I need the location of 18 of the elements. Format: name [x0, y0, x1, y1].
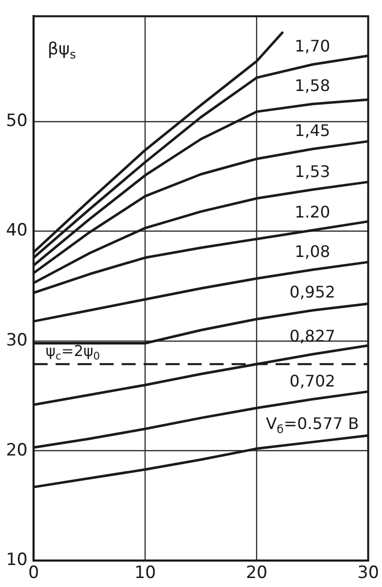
series-label: 1,58: [294, 76, 330, 96]
y-tick-label: 40: [6, 220, 28, 241]
series-label: 1,53: [294, 162, 330, 181]
y-tick-label: 10: [6, 550, 28, 570]
x-tick-label: 10: [134, 563, 156, 584]
series-label: 1,08: [294, 242, 330, 261]
x-tick-label: 0: [28, 563, 40, 584]
x-tick-label: 20: [246, 563, 268, 584]
series-label: 1.20: [294, 202, 330, 222]
y-tick-label: 30: [6, 330, 28, 351]
series-label: 1,45: [294, 121, 330, 140]
series-label: 1,70: [294, 36, 330, 56]
series-label: 0,952: [290, 282, 336, 302]
x-tick-label: 30: [357, 563, 380, 584]
series-label: 0,827: [290, 326, 336, 346]
series-label: 0,702: [290, 371, 336, 390]
y-tick-label: 20: [6, 440, 28, 460]
y-tick-label: 50: [6, 110, 28, 131]
